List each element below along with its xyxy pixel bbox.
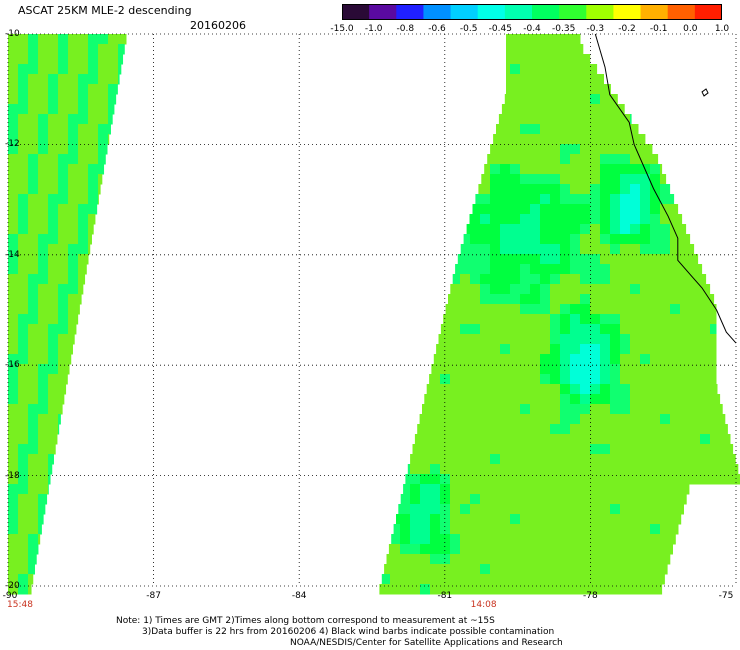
colorbar-swatch [450,4,479,20]
time-label: 15:48 [7,600,33,610]
colorbar-label: -0.45 [488,24,512,34]
colorbar-swatch [396,4,424,20]
map-grid [7,33,737,587]
colorbar-swatch [504,4,533,20]
footer-note-2: 3)Data buffer is 22 hrs from 20160206 4)… [142,627,555,637]
latitude-label: -16 [5,360,20,371]
footer-note-3: NOAA/NESDIS/Center for Satellite Applica… [290,638,563,648]
colorbar-swatch [477,4,506,20]
colorbar-label: 1.0 [714,24,730,34]
coastline [594,33,737,344]
longitude-label: -87 [146,591,161,601]
footer-note-1: Note: 1) Times are GMT 2)Times along bot… [116,616,495,626]
latitude-label: -10 [5,29,20,39]
image-title: ASCAT 25KM MLE-2 descending [18,4,192,17]
colorbar-swatch [369,4,397,20]
image-date: 20160206 [190,19,246,32]
colorbar-labels: -15.0 -1.0 -0.8 -0.6 -0.5 -0.45 -0.4 -0.35 -0.3 -… [330,24,740,38]
colorbar-label: -15.0 [330,24,354,34]
colorbar [342,4,722,20]
colorbar-label: -0.1 [649,24,668,34]
colorbar-label: -0.6 [428,24,446,34]
colorbar-label: -1.0 [364,24,383,34]
colorbar-label: 0.0 [683,24,698,34]
longitude-label: -75 [718,591,734,601]
time-label: 14:08 [470,600,497,610]
colorbar-label: -0.5 [459,24,478,34]
colorbar-swatch [423,4,452,20]
colorbar-swatch [532,4,560,20]
colorbar-label: -0.8 [396,24,415,34]
longitude-label: -90 [2,591,18,601]
colorbar-label: -0.3 [586,24,605,34]
colorbar-swatch [667,4,696,20]
longitude-label: -84 [291,591,307,601]
wind-swaths [8,34,740,595]
latitude-label: -12 [5,139,20,150]
colorbar-label: -0.2 [618,24,636,34]
colorbar-swatch [613,4,642,20]
latitude-label: -14 [5,249,20,260]
longitude-label: -81 [437,591,453,601]
colorbar-label: -0.35 [552,24,576,34]
longitude-label: -78 [583,591,598,601]
colorbar-swatch [559,4,587,20]
colorbar-label: -0.4 [523,24,541,34]
latitude-label: -20 [5,581,20,591]
colorbar-swatch [586,4,614,20]
colorbar-swatch [694,4,722,20]
colorbar-swatch [342,4,370,20]
colorbar-swatch [640,4,669,20]
island-outline [701,88,709,97]
latitude-label: -18 [5,470,20,481]
